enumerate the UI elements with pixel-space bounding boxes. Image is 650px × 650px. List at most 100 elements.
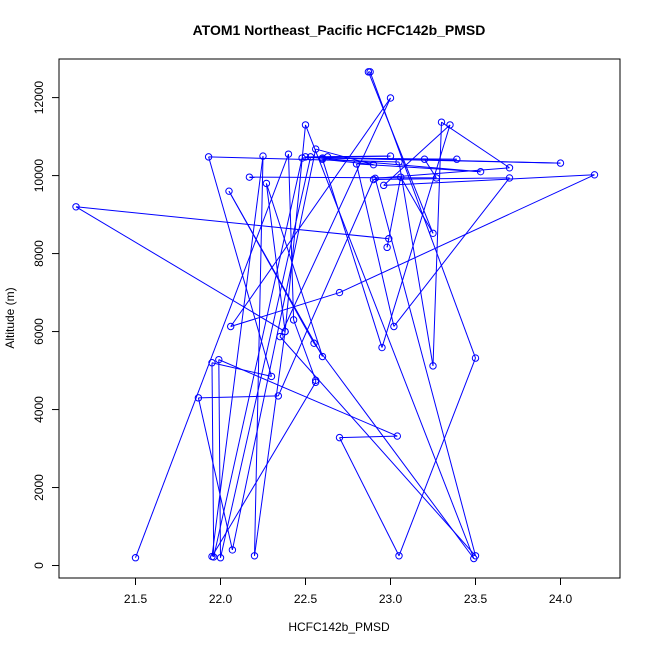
series-segment: [230, 97, 391, 327]
series-segment: [441, 121, 510, 169]
data-point: [366, 68, 374, 76]
data-point: [215, 355, 223, 364]
series-segment: [211, 156, 264, 557]
series-segment: [279, 97, 391, 337]
data-point: [306, 153, 315, 161]
data-point: [318, 154, 327, 162]
data-point: [131, 554, 140, 562]
data-point: [318, 352, 327, 361]
series-segment: [218, 359, 398, 437]
series-segment: [398, 357, 476, 556]
data-point: [228, 546, 237, 554]
y-tick-label: 10000: [32, 159, 46, 193]
y-tick-label: 6000: [32, 318, 46, 345]
x-tick-label: 23.0: [379, 592, 403, 606]
data-point: [210, 553, 218, 561]
data-point: [301, 121, 310, 129]
series-segment: [249, 176, 437, 179]
data-point: [556, 159, 565, 167]
data-point: [446, 121, 454, 129]
series-segment: [322, 158, 374, 166]
series-segment: [383, 174, 595, 186]
series-segment: [211, 362, 215, 557]
series-segment: [213, 157, 303, 558]
data-point: [505, 174, 514, 182]
data-point: [429, 229, 437, 237]
series-segment: [218, 359, 221, 558]
series-segment: [197, 397, 233, 551]
series-segment: [373, 177, 510, 180]
data-point: [208, 359, 216, 367]
series-layer: [75, 71, 595, 559]
data-point: [429, 362, 437, 370]
data-point: [380, 181, 388, 190]
series-segment: [305, 124, 475, 559]
series-segment: [208, 156, 272, 377]
series-segment: [313, 342, 475, 559]
series-segment: [277, 179, 374, 397]
x-tick-label: 22.0: [209, 592, 233, 606]
series-segment: [339, 435, 398, 439]
data-point: [393, 432, 401, 440]
series-segment: [75, 206, 286, 332]
data-point: [312, 376, 320, 385]
x-axis-label: HCFC142b_PMSD: [288, 620, 390, 634]
data-point: [420, 155, 429, 163]
data-point: [262, 179, 271, 188]
series-segment: [356, 163, 395, 327]
data-point: [352, 160, 361, 168]
data-point: [386, 152, 395, 160]
y-axis: 0 2000 4000 6000 8000 10000 12000: [32, 81, 59, 569]
data-point: [194, 394, 203, 402]
data-point: [383, 243, 391, 252]
x-tick-label: 24.0: [549, 592, 573, 606]
series-segment: [211, 362, 272, 377]
data-point: [453, 155, 461, 163]
data-point: [378, 343, 386, 352]
data-point: [437, 118, 446, 126]
series-segment: [398, 161, 434, 366]
series-segment: [381, 124, 451, 348]
data-point: [369, 175, 378, 184]
x-tick-label: 22.5: [294, 592, 318, 606]
series-segment: [400, 176, 434, 234]
series-segment: [265, 183, 323, 357]
series-segment: [231, 148, 317, 551]
series-segment: [305, 156, 481, 173]
y-tick-label: 12000: [32, 81, 46, 115]
data-point: [397, 173, 405, 181]
data-point: [284, 150, 293, 158]
data-point: [301, 153, 310, 161]
data-point: [335, 433, 344, 442]
data-point: [204, 153, 213, 161]
data-point: [395, 552, 403, 560]
series-segment: [339, 437, 400, 556]
data-point: [385, 235, 393, 243]
data-point: [72, 203, 80, 211]
series-segment: [228, 190, 315, 344]
data-point: [590, 171, 599, 179]
series-segment: [432, 122, 442, 366]
data-point: [335, 288, 344, 297]
series-segment: [265, 183, 286, 332]
data-point: [274, 392, 282, 400]
series-segment: [293, 319, 317, 381]
data-point: [281, 327, 289, 336]
data-point: [386, 94, 395, 102]
data-point: [369, 160, 378, 169]
data-point: [276, 332, 284, 341]
data-point: [298, 154, 306, 162]
points-layer: [72, 68, 599, 563]
series-segment: [279, 336, 476, 557]
data-point: [395, 158, 403, 166]
data-point: [476, 167, 485, 176]
data-point: [250, 552, 259, 560]
plot-frame: [58, 58, 621, 579]
series-segment: [327, 155, 391, 158]
data-point: [312, 378, 320, 386]
data-point: [245, 173, 254, 181]
data-point: [505, 164, 514, 172]
data-point: [225, 187, 233, 195]
y-tick-label: 0: [32, 562, 46, 569]
